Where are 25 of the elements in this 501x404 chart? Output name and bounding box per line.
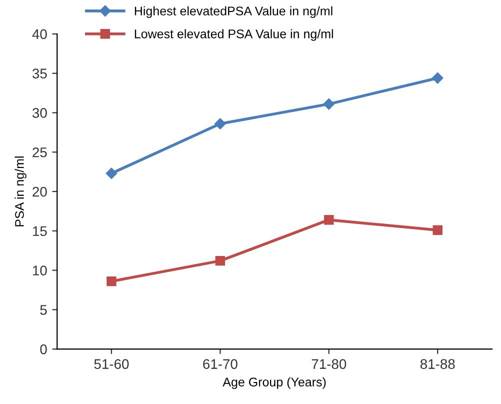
point bbox=[432, 72, 444, 84]
point bbox=[215, 256, 226, 266]
point bbox=[106, 168, 118, 179]
y-tick-label: 30 bbox=[32, 108, 47, 118]
point bbox=[214, 118, 226, 130]
point bbox=[432, 225, 442, 235]
y-tick-label: 5 bbox=[40, 305, 47, 315]
x-tick-label: 71-80 bbox=[312, 359, 346, 369]
y-tick-label: 0 bbox=[40, 344, 47, 354]
legend-label: Highest elevatedPSA Value in ng/ml bbox=[134, 6, 332, 18]
x-axis-title: Age Group (Years) bbox=[222, 377, 326, 389]
x-tick-label: 61-70 bbox=[203, 359, 238, 369]
y-tick-label: 25 bbox=[32, 147, 47, 158]
x-tick-label: 51-60 bbox=[94, 359, 129, 369]
y-tick-label: 35 bbox=[32, 68, 47, 78]
point bbox=[324, 214, 334, 225]
y-tick-label: 15 bbox=[33, 226, 47, 236]
y-tick-label: 10 bbox=[33, 266, 47, 276]
x-tick-label: 81-88 bbox=[420, 359, 455, 369]
legend-label: Lowest elevated PSA Value in ng/ml bbox=[134, 29, 333, 41]
y-axis-title: PSA in ng/ml bbox=[14, 156, 26, 226]
point bbox=[323, 98, 335, 110]
point bbox=[106, 276, 116, 286]
y-tick-label: 40 bbox=[32, 29, 47, 40]
y-tick-label: 20 bbox=[32, 186, 47, 197]
